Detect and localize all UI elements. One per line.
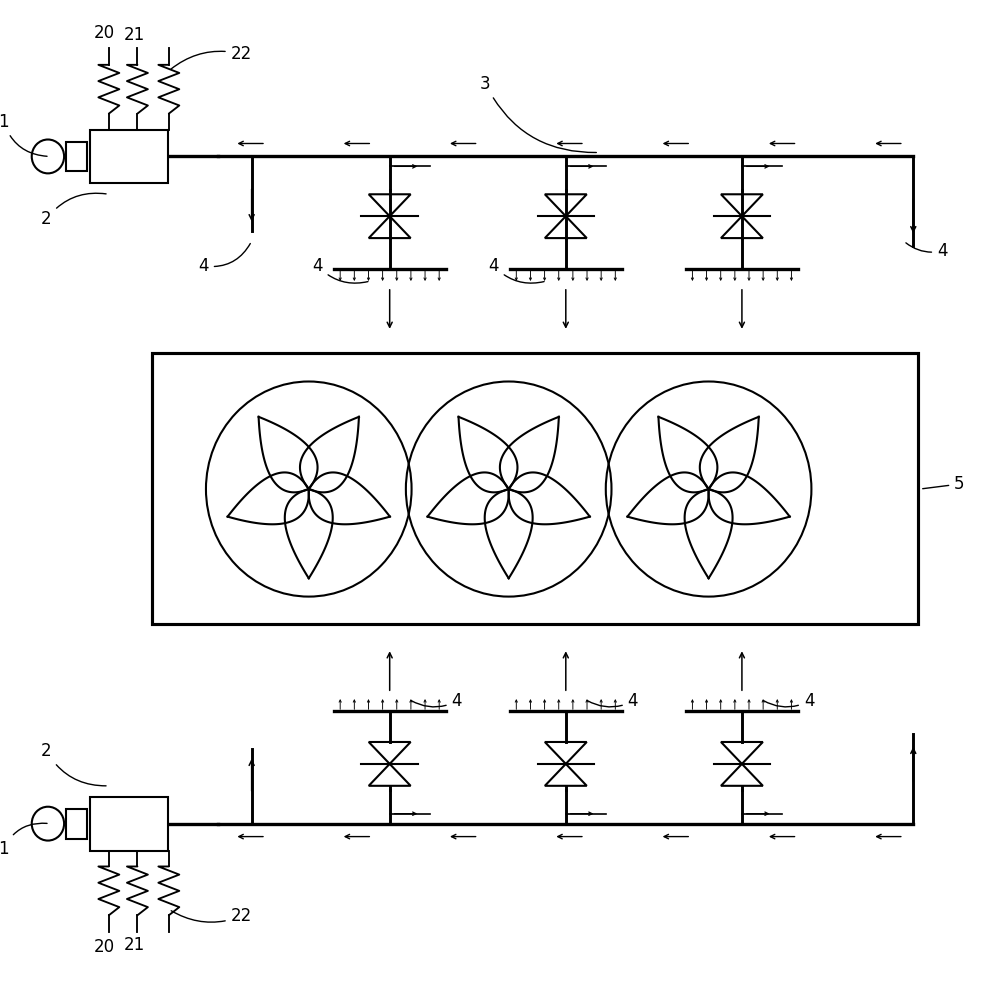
Bar	[66, 809, 87, 839]
Text: 4: 4	[411, 692, 463, 710]
Text: 4: 4	[587, 692, 638, 710]
Text: 5: 5	[923, 475, 964, 493]
Text: 1: 1	[0, 113, 47, 156]
Text: 20: 20	[93, 24, 115, 42]
Text: 21: 21	[124, 26, 145, 44]
Text: 1: 1	[0, 823, 47, 858]
Text: 4: 4	[763, 692, 814, 710]
Bar	[89, 130, 168, 183]
Text: 4: 4	[489, 257, 544, 283]
Text: 4: 4	[906, 242, 948, 260]
Text: 22: 22	[171, 907, 252, 925]
Text: 4: 4	[312, 257, 368, 283]
Text: 22: 22	[171, 45, 252, 69]
Text: 2: 2	[41, 742, 106, 786]
Bar	[151, 353, 918, 624]
Bar	[89, 797, 168, 851]
Text: 2: 2	[41, 193, 106, 228]
Text: 3: 3	[480, 75, 596, 153]
Text: 4: 4	[198, 244, 250, 275]
Bar	[66, 142, 87, 171]
Text: 20: 20	[93, 938, 115, 956]
Text: 21: 21	[124, 936, 145, 954]
